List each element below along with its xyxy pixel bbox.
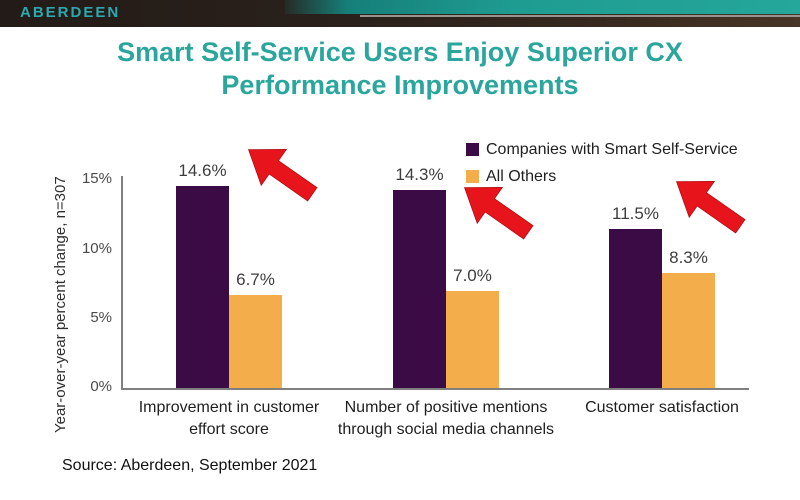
category-label: Improvement in customer effort score — [109, 397, 349, 441]
category-label-line: effort score — [189, 421, 269, 438]
source-note: Source: Aberdeen, September 2021 — [62, 457, 318, 474]
category-label-line: Number of positive mentions — [344, 399, 548, 416]
chart-title-line1: Smart Self-Service Users Enjoy Superior … — [117, 37, 683, 67]
arrow-annotation-icon — [231, 129, 328, 219]
x-axis-line — [121, 388, 749, 390]
y-tick-label: 10% — [81, 239, 112, 257]
value-label-all-others: 7.0% — [453, 266, 492, 285]
legend-label-all-others: All Others — [486, 167, 557, 185]
arrow-annotation-icon — [447, 167, 544, 257]
legend-label-smart-self-service: Companies with Smart Self-Service — [486, 140, 738, 158]
category-label-line: Customer satisfaction — [585, 399, 739, 416]
bar-smart-self-service — [393, 190, 446, 388]
header-teal-band — [285, 0, 800, 14]
aberdeen-logo: ABERDEEN — [20, 4, 121, 21]
category-label: Number of positive mentions through socia… — [326, 397, 566, 441]
value-label-all-others: 6.7% — [236, 270, 275, 289]
category-label: Customer satisfaction — [542, 397, 782, 419]
category-label-line: Improvement in customer — [138, 399, 320, 416]
chart-title-line2: Performance Improvements — [221, 70, 579, 100]
legend-swatch-smart-self-service — [466, 143, 479, 156]
value-label-all-others: 8.3% — [669, 248, 708, 267]
y-tick-label: 0% — [90, 378, 112, 395]
legend: Companies with Smart Self-Service All Ot… — [466, 136, 738, 190]
header-strip: ABERDEEN — [0, 0, 800, 27]
category-label-line: through social media channels — [337, 421, 555, 438]
y-tick-label: 15% — [81, 170, 112, 188]
legend-swatch-all-others — [466, 170, 479, 183]
arrow-annotation-icon — [659, 161, 756, 251]
value-label-smart-self-service: 14.3% — [395, 165, 444, 184]
bar-smart-self-service — [609, 229, 662, 388]
y-axis-title: Year-over-year percent change, n=307 — [52, 176, 69, 434]
header-divider-line — [360, 15, 800, 17]
bar-all-others — [229, 295, 282, 388]
value-label-smart-self-service: 14.6% — [178, 161, 227, 180]
value-label-smart-self-service: 11.5% — [612, 204, 659, 223]
bar-smart-self-service — [176, 186, 229, 388]
bar-all-others — [446, 291, 499, 388]
y-tick-label: 5% — [90, 308, 112, 326]
y-axis-line — [121, 176, 123, 389]
legend-item-all-others: All Others — [466, 163, 738, 190]
chart-title: Smart Self-Service Users Enjoy Superior … — [0, 36, 800, 102]
bar-all-others — [662, 273, 715, 388]
legend-item-smart-self-service: Companies with Smart Self-Service — [466, 136, 738, 163]
